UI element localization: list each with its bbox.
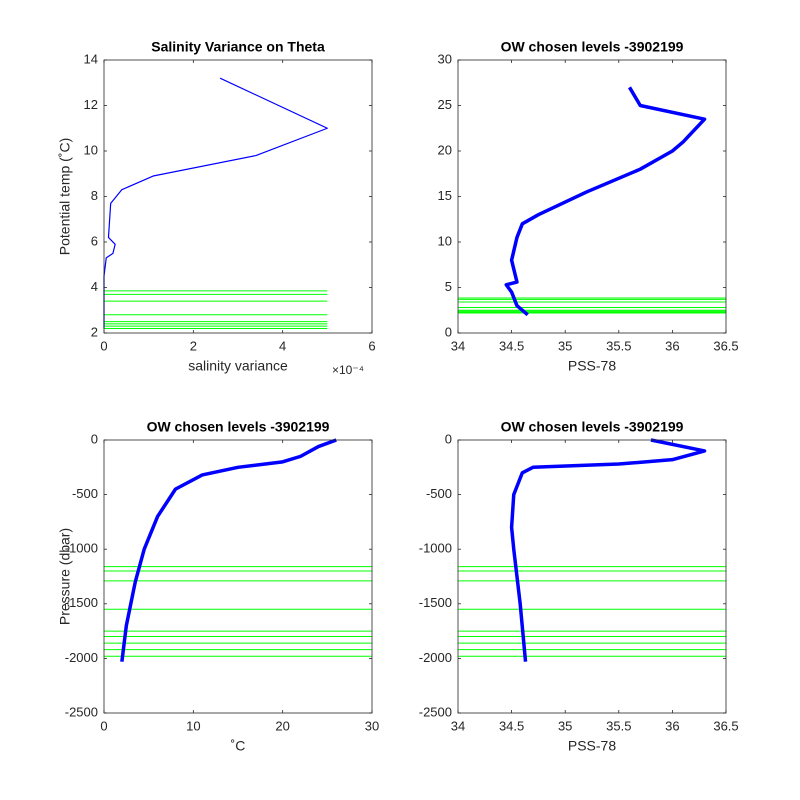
x-tick-label: 6 — [368, 338, 375, 353]
y-tick-label: -2500 — [419, 704, 452, 719]
y-axis-label: Pressure (dbar) — [57, 528, 73, 625]
x-tick-label: 35 — [558, 718, 572, 733]
x-tick-label: 0 — [100, 338, 107, 353]
y-tick-label: -500 — [426, 486, 452, 501]
axes-box — [103, 59, 373, 334]
y-tick-label: 6 — [91, 233, 98, 248]
x-exponent-label: ×10⁻⁴ — [332, 363, 364, 377]
x-tick-label: 34 — [451, 338, 465, 353]
x-tick-label: 30 — [365, 718, 379, 733]
profile-line — [120, 438, 337, 662]
axes-box — [103, 439, 373, 714]
axes-box — [457, 59, 727, 334]
y-tick-label: 12 — [84, 97, 98, 112]
y-tick-label: 15 — [438, 188, 452, 203]
x-axis-label: PSS-78 — [568, 358, 616, 374]
y-tick-label: 5 — [445, 279, 452, 294]
x-tick-label: 34.5 — [499, 718, 524, 733]
y-tick-label: 8 — [91, 188, 98, 203]
y-tick-label: 10 — [438, 233, 452, 248]
y-tick-label: 30 — [438, 51, 452, 66]
chart-title: Salinity Variance on Theta — [151, 39, 325, 55]
y-axis-label: Potential temp (˚C) — [57, 138, 73, 255]
x-axis-label: ˚C — [231, 738, 246, 754]
profile-line — [509, 438, 707, 662]
y-tick-label: -500 — [72, 486, 98, 501]
x-tick-label: 10 — [186, 718, 200, 733]
y-tick-label: 14 — [84, 51, 98, 66]
chart-title: OW chosen levels -3902199 — [147, 419, 330, 435]
profile-line — [103, 77, 328, 329]
x-tick-label: 0 — [100, 718, 107, 733]
x-tick-label: 35.5 — [606, 338, 631, 353]
y-tick-label: -1500 — [419, 595, 452, 610]
x-tick-label: 36.5 — [713, 338, 738, 353]
y-tick-label: 25 — [438, 97, 452, 112]
x-axis-label: salinity variance — [188, 358, 288, 374]
y-tick-label: -2000 — [65, 650, 98, 665]
x-tick-label: 35 — [558, 338, 572, 353]
y-tick-label: 0 — [445, 431, 452, 446]
axes-box — [457, 439, 727, 714]
y-tick-label: -1500 — [65, 595, 98, 610]
chart-title: OW chosen levels -3902199 — [501, 419, 684, 435]
x-axis-label: PSS-78 — [568, 738, 616, 754]
y-tick-label: 0 — [445, 324, 452, 339]
x-tick-label: 4 — [279, 338, 286, 353]
y-tick-label: 4 — [91, 279, 98, 294]
y-tick-label: 2 — [91, 324, 98, 339]
x-tick-label: 36.5 — [713, 718, 738, 733]
y-tick-label: -2000 — [419, 650, 452, 665]
y-tick-label: 10 — [84, 142, 98, 157]
profile-line — [504, 86, 707, 317]
x-tick-label: 2 — [190, 338, 197, 353]
x-tick-label: 20 — [275, 718, 289, 733]
y-tick-label: -1000 — [65, 541, 98, 556]
y-tick-label: -1000 — [419, 541, 452, 556]
x-tick-label: 34 — [451, 718, 465, 733]
y-tick-label: 0 — [91, 431, 98, 446]
chart-title: OW chosen levels -3902199 — [501, 39, 684, 55]
x-tick-label: 36 — [665, 718, 679, 733]
y-tick-label: 20 — [438, 142, 452, 157]
x-tick-label: 36 — [665, 338, 679, 353]
x-tick-label: 34.5 — [499, 338, 524, 353]
x-tick-label: 35.5 — [606, 718, 631, 733]
y-tick-label: -2500 — [65, 704, 98, 719]
